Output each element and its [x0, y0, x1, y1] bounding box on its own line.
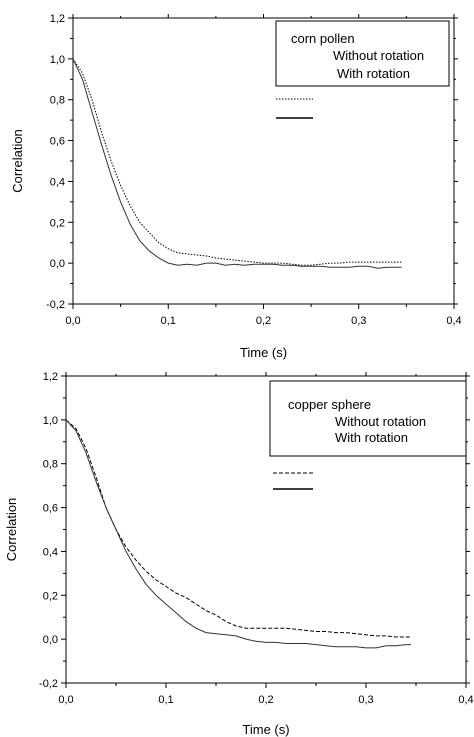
chart-panel-1: 0,0 0,1 0,2 0,3 0,4-0,20,00,20,40,60,81,01,2…: [10, 13, 462, 360]
legend-entry-label: Without rotation: [333, 48, 424, 63]
series-line-1: [72, 58, 402, 266]
x-tick-label: 0,1: [158, 694, 173, 706]
legend-entry-label: Without rotation: [335, 414, 426, 429]
y-tick-label: 1,2: [43, 371, 58, 383]
y-tick-label: 0,0: [43, 634, 58, 646]
legend-title: corn pollen: [291, 31, 355, 46]
x-tick-label: 0,0: [58, 694, 73, 706]
y-tick-label: -0,2: [39, 678, 58, 690]
x-tick-label: 0,2: [256, 315, 271, 327]
x-axis-label: Time (s): [240, 345, 287, 360]
y-tick-label: 1,2: [50, 13, 65, 25]
y-tick-label: 0,4: [50, 176, 65, 188]
y-tick-label: 0,6: [43, 503, 58, 515]
x-tick-label: 0,0: [65, 315, 80, 327]
chart-panel-2: 0,0 0,1 0,2 0,3 0,4-0,20,00,20,40,60,81,01,2…: [4, 371, 474, 737]
legend-entry-label: With rotation: [337, 66, 410, 81]
y-tick-label: 0,2: [43, 590, 58, 602]
x-tick-label: 0,4: [458, 694, 473, 706]
y-tick-label: -0,2: [46, 299, 65, 311]
y-tick-label: 0,8: [50, 95, 65, 107]
y-tick-label: 0,0: [50, 258, 65, 270]
x-tick-label: 0,3: [351, 315, 366, 327]
x-tick-label: 0,3: [358, 694, 373, 706]
legend-box: [275, 20, 450, 87]
y-tick-label: 0,6: [50, 136, 65, 148]
y-axis-label: Correlation: [4, 498, 19, 562]
x-tick-label: 0,4: [446, 315, 461, 327]
legend-title: copper sphere: [288, 397, 371, 412]
legend-box: [269, 380, 467, 457]
x-tick-label: 0,1: [161, 315, 176, 327]
y-tick-label: 0,2: [50, 217, 65, 229]
y-tick-label: 0,8: [43, 459, 58, 471]
y-axis-label: Correlation: [10, 129, 25, 193]
x-tick-label: 0,2: [258, 694, 273, 706]
series-line-2: [72, 58, 402, 269]
y-tick-label: 1,0: [50, 54, 65, 66]
series-line-2: [65, 419, 411, 649]
y-tick-label: 0,4: [43, 546, 58, 558]
series-line-1: [65, 419, 411, 638]
legend-entry-label: With rotation: [335, 430, 408, 445]
y-tick-label: 1,0: [43, 415, 58, 427]
x-axis-label: Time (s): [242, 722, 289, 737]
